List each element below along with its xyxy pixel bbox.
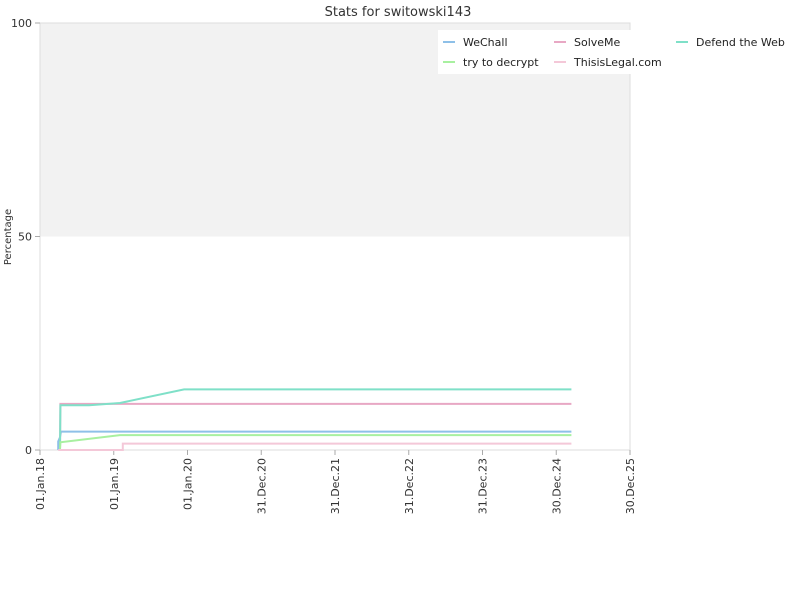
y-tick-label: 0 — [25, 444, 32, 457]
legend-label-4: ThisisLegal.com — [573, 56, 662, 69]
legend-label-2: Defend the Web — [696, 36, 785, 49]
series-lines — [57, 388, 572, 451]
chart-title: Stats for switowski143 — [325, 5, 472, 20]
legend-label-0: WeChall — [463, 36, 508, 49]
series-line-4 — [58, 442, 572, 451]
y-tick-label: 50 — [18, 231, 32, 244]
background-band-0 — [40, 236, 630, 450]
y-axis-label: Percentage — [3, 209, 14, 265]
legend-label-3: try to decrypt — [463, 56, 539, 69]
x-tick-label: 31.Dec.23 — [477, 458, 490, 514]
series-line-3 — [59, 434, 572, 451]
x-tick-label: 01.Jan.18 — [34, 458, 47, 510]
x-tick-label: 31.Dec.20 — [255, 458, 268, 514]
x-tick-label: 31.Dec.21 — [329, 458, 342, 514]
legend-background — [438, 30, 638, 74]
legend-label-1: SolveMe — [574, 36, 621, 49]
legend: WeChall SolveMe Defend the Web try to decry… — [438, 30, 785, 74]
axes: 0 50 100 01.Jan.18 01.Jan.19 01.Jan.20 31.Dec.… — [11, 17, 637, 514]
plot-area — [39, 22, 631, 451]
x-tick-label: 01.Jan.20 — [182, 458, 195, 510]
series-line-2 — [59, 388, 572, 451]
x-tick-label: 01.Jan.19 — [108, 458, 121, 510]
x-tick-label: 30.Dec.24 — [550, 458, 563, 514]
x-tick-label: 30.Dec.25 — [624, 458, 637, 514]
x-tick-label: 31.Dec.22 — [403, 458, 416, 514]
y-tick-label: 100 — [11, 17, 32, 30]
